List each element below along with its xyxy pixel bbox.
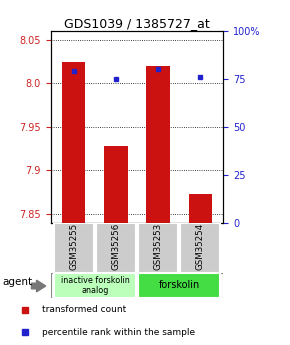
Text: GSM35253: GSM35253: [154, 223, 163, 270]
Bar: [146, 66, 170, 223]
Text: GSM35255: GSM35255: [69, 223, 78, 270]
Bar: [138, 223, 178, 273]
Text: forskolin: forskolin: [159, 280, 200, 290]
Bar: [54, 273, 136, 298]
Text: GSM35254: GSM35254: [196, 223, 205, 270]
Text: GSM35256: GSM35256: [111, 223, 120, 270]
Bar: [104, 146, 128, 223]
Text: agent: agent: [3, 277, 33, 287]
Bar: [96, 223, 136, 273]
Text: inactive forskolin
analog: inactive forskolin analog: [61, 276, 129, 295]
Text: percentile rank within the sample: percentile rank within the sample: [42, 327, 195, 337]
FancyArrow shape: [31, 280, 46, 292]
Text: transformed count: transformed count: [42, 305, 126, 314]
Bar: [180, 223, 220, 273]
Bar: [54, 223, 94, 273]
Bar: [188, 194, 212, 223]
Bar: [62, 61, 86, 223]
Bar: [138, 273, 220, 298]
Title: GDS1039 / 1385727_at: GDS1039 / 1385727_at: [64, 17, 210, 30]
